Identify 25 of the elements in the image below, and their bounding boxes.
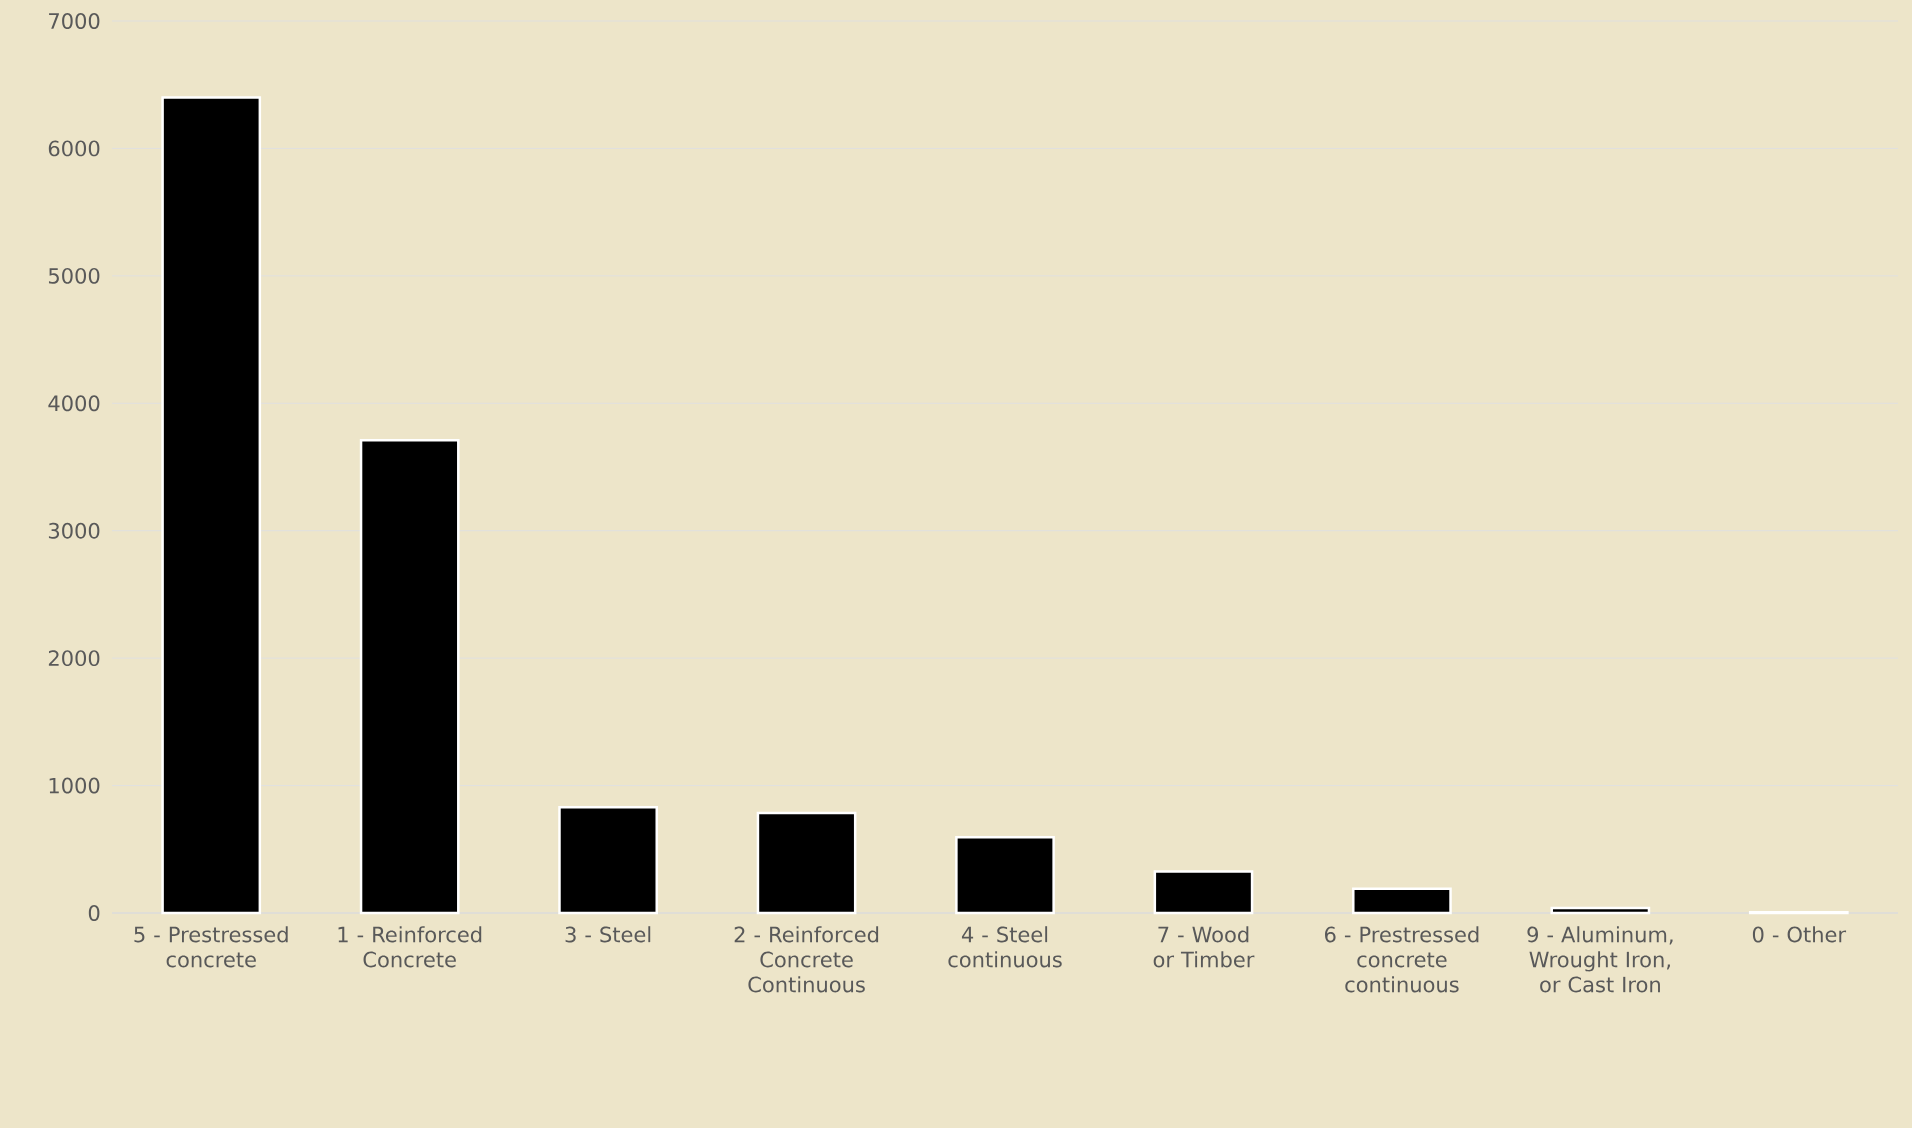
y-tick-label: 7000: [49, 13, 100, 29]
x-tick-label: 4 - Steel continuous: [948, 926, 1062, 968]
bar: [1352, 887, 1452, 915]
x-tick-label: 1 - Reinforced Concrete: [338, 926, 482, 968]
y-tick-label: 0: [88, 905, 100, 921]
bar: [1153, 870, 1254, 915]
x-tick-label: 3 - Steel: [565, 926, 651, 943]
y-tick-label: 6000: [48, 140, 100, 157]
y-tick-label: 1000: [49, 777, 100, 794]
y-tick-label: 2000: [48, 650, 100, 667]
x-tick-label: 6 - Prestressed concrete continuous: [1325, 926, 1479, 993]
x-tick-label: 5 - Prestressed concrete: [134, 926, 288, 968]
y-tick-label: 3000: [48, 522, 100, 539]
x-tick-label: 7 - Wood or Timber: [1153, 926, 1255, 968]
bar: [756, 811, 857, 915]
bar: [359, 438, 460, 915]
bar: [161, 96, 262, 915]
y-tick-label: 4000: [48, 395, 100, 412]
bar: [1550, 906, 1651, 915]
x-tick-label: 2 - Reinforced Concrete Continuous: [734, 926, 879, 993]
bar: [955, 835, 1055, 915]
x-tick-label: 0 - Other: [1752, 926, 1847, 943]
y-tick-label: 5000: [48, 267, 100, 284]
x-tick-label: 9 - Aluminum, Wrought Iron, or Cast Iron: [1527, 926, 1673, 993]
bar: [558, 805, 658, 915]
